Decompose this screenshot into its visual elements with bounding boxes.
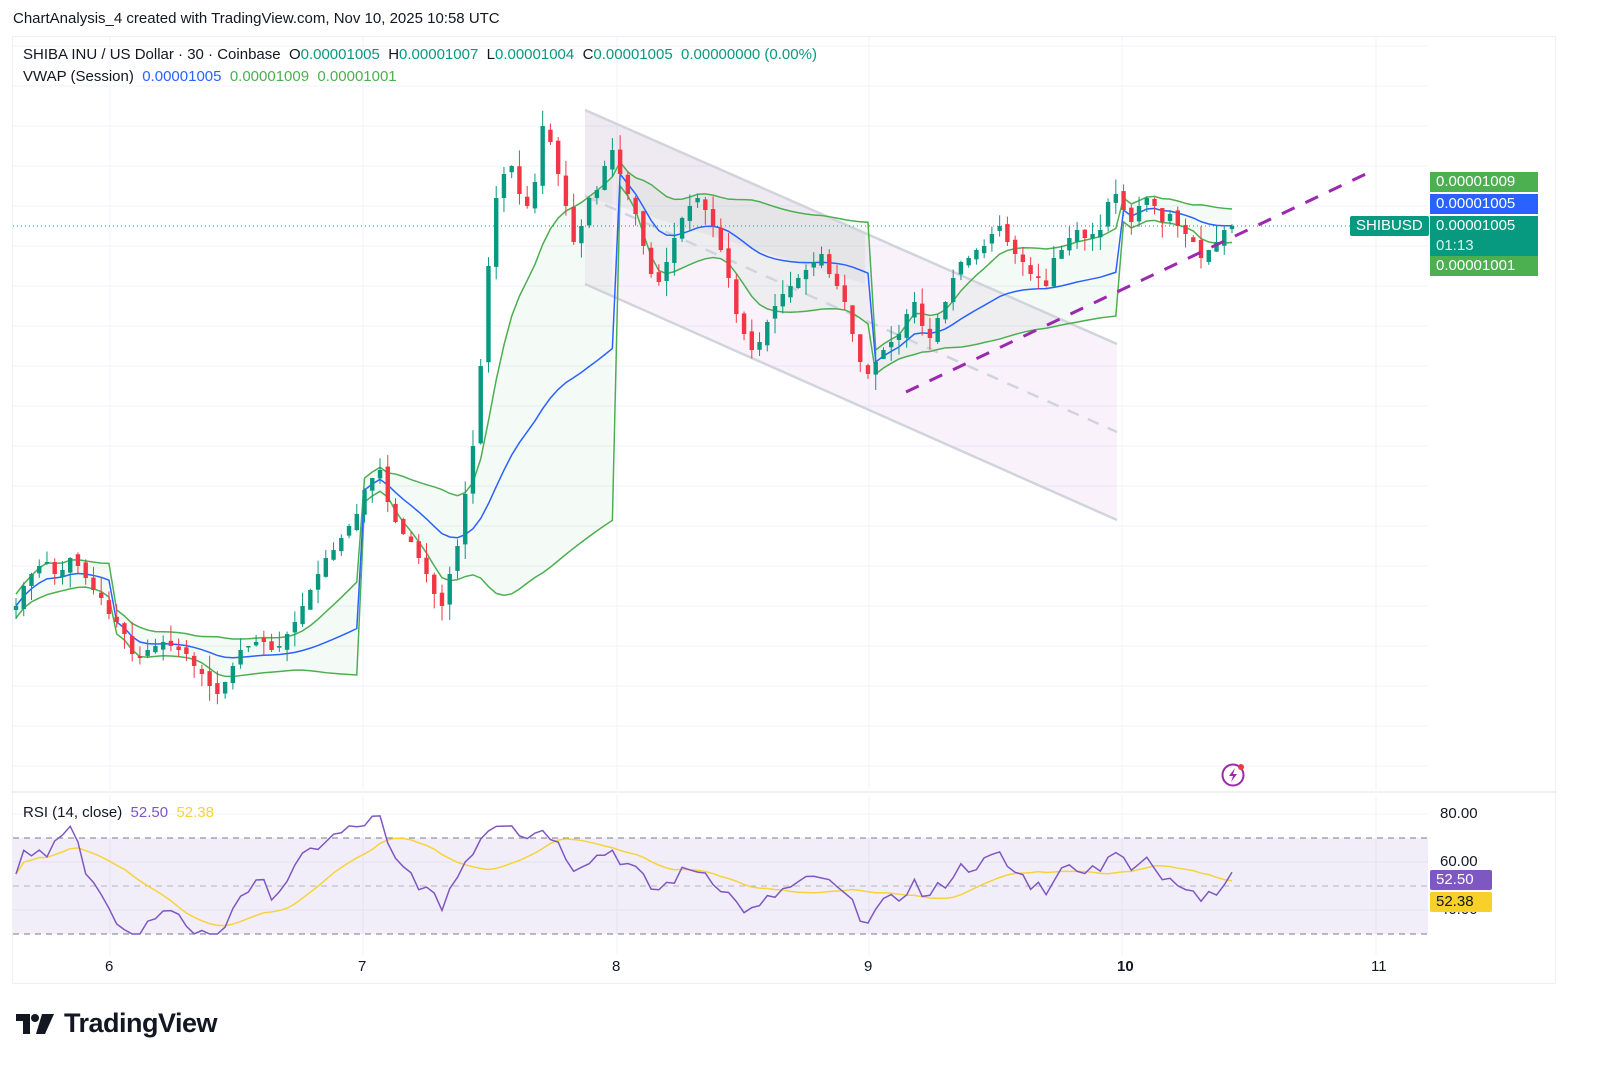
high-label: H [388, 46, 400, 63]
rsi-legend[interactable]: RSI (14, close) 52.50 52.38 [23, 804, 214, 821]
rsi-tag: 52.50 [1430, 870, 1492, 890]
rsi-ma-value: 52.38 [176, 804, 214, 821]
vwap-legend[interactable]: VWAP (Session) 0.00001005 0.00001009 0.0… [23, 68, 397, 85]
chart-frame [12, 36, 1556, 984]
ascending-trendline[interactable] [905, 170, 1371, 394]
rsi-tick: 80.00 [1440, 805, 1478, 822]
time-tick: 8 [612, 958, 621, 975]
rsi-ma-line [15, 837, 1233, 927]
symbol-title[interactable]: SHIBA INU / US Dollar · 30 · Coinbase [23, 46, 281, 63]
rsi-pane[interactable] [13, 815, 1428, 935]
vwap-band-fill [116, 582, 357, 677]
vwap-line [15, 171, 1233, 659]
symbol-legend[interactable]: SHIBA INU / US Dollar · 30 · Coinbase O0… [23, 46, 817, 63]
rsi-value: 52.50 [130, 804, 169, 821]
tradingview-logo-icon [16, 1013, 54, 1034]
vwap-upper-tag: 0.00001009 [1430, 172, 1538, 192]
lightning-icon[interactable] [1221, 762, 1247, 793]
tradingview-wordmark: TradingView [64, 1008, 218, 1038]
rsi-ma-tag: 52.38 [1430, 892, 1492, 912]
bar-countdown: 01:13 [1436, 237, 1474, 254]
vwap-lower-band [15, 183, 1233, 678]
last-price-value: 0.00001005 [1436, 217, 1516, 234]
rsi-label[interactable]: RSI (14, close) [23, 804, 123, 821]
open-value: 0.00001005 [300, 46, 380, 63]
rsi-tick: 60.00 [1440, 853, 1478, 870]
grid [13, 37, 1428, 955]
chart-caption: ChartAnalysis_4 created with TradingView… [13, 10, 500, 27]
vwap-label[interactable]: VWAP (Session) [23, 68, 134, 85]
vwap-value: 0.00001005 [142, 68, 222, 85]
time-tick: 11 [1371, 958, 1387, 975]
close-label: C [582, 46, 594, 63]
last-price-tag: 0.00001005 01:13 [1430, 216, 1538, 256]
tradingview-logo[interactable]: TradingView [16, 1008, 218, 1039]
vwap-band-fill [364, 176, 613, 596]
low-value: 0.00001004 [494, 46, 575, 63]
high-value: 0.00001007 [399, 46, 479, 63]
symbol-price-tag: SHIBUSD [1350, 216, 1429, 236]
open-label: O [288, 46, 301, 63]
vwap-lower-value: 0.00001001 [317, 68, 397, 85]
time-tick: 9 [864, 958, 873, 975]
candles[interactable] [13, 110, 1235, 705]
low-label: L [486, 46, 495, 63]
time-tick: 10 [1117, 958, 1134, 975]
rsi-line [15, 815, 1233, 935]
time-tick: 6 [105, 958, 114, 975]
change-value: 0.00000000 (0.00%) [681, 46, 817, 63]
time-tick: 7 [358, 958, 367, 975]
vwap-tag: 0.00001005 [1430, 194, 1538, 214]
vwap-upper-band [15, 160, 1233, 640]
vwap-lower-tag: 0.00001001 [1430, 256, 1538, 276]
vwap-upper-value: 0.00001009 [229, 68, 310, 85]
close-value: 0.00001005 [593, 46, 673, 63]
